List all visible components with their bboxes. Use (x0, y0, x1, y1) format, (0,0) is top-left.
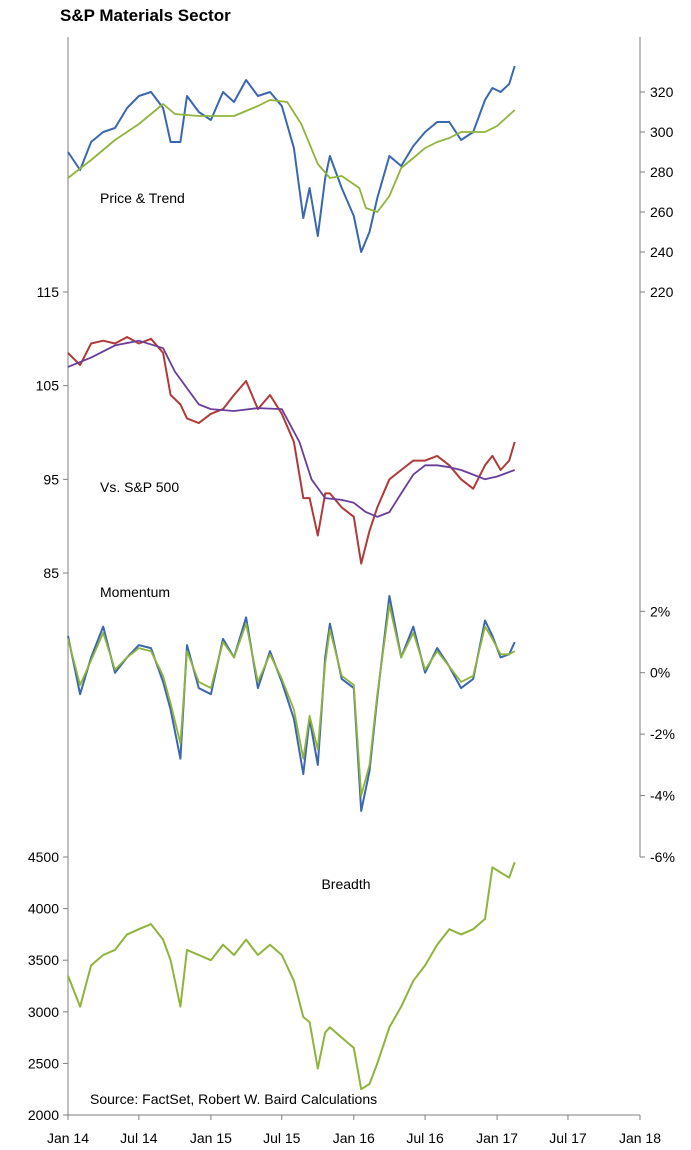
price-y-tick-label: 300 (650, 124, 674, 140)
relative-series-line-2 (67, 339, 516, 518)
momentum-y-tick-label: -2% (650, 726, 675, 742)
relative-y-tick-label: 95 (43, 471, 59, 487)
x-tick-label: Jul 17 (549, 1130, 587, 1146)
breadth-y-tick-label: 4000 (28, 901, 59, 917)
relative-y-tick-label: 115 (37, 284, 60, 300)
momentum-y-tick-label: -6% (650, 849, 675, 865)
price-panel-label: Price & Trend (100, 190, 185, 206)
price-series-line-1 (67, 65, 516, 253)
breadth-y-tick-label: 3000 (28, 1004, 59, 1020)
momentum-y-tick-label: -4% (650, 788, 675, 804)
breadth-panel-label: Breadth (321, 876, 370, 892)
x-tick-label: Jan 17 (476, 1130, 518, 1146)
relative-series-line-1 (67, 336, 516, 565)
relative-y-tick-label: 85 (43, 565, 59, 581)
x-tick-label: Jan 14 (47, 1130, 89, 1146)
relative-y-tick-label: 105 (36, 378, 60, 394)
source-note: Source: FactSet, Robert W. Baird Calcula… (90, 1091, 377, 1107)
momentum-series-line-2 (67, 604, 516, 797)
x-tick-label: Jan 16 (333, 1130, 375, 1146)
x-tick-label: Jan 18 (619, 1130, 661, 1146)
breadth-y-tick-label: 2000 (28, 1107, 59, 1123)
x-tick-label: Jul 14 (120, 1130, 158, 1146)
price-y-tick-label: 220 (650, 284, 674, 300)
x-tick-label: Jul 15 (263, 1130, 301, 1146)
momentum-panel-label: Momentum (100, 584, 170, 600)
price-y-tick-label: 320 (650, 84, 674, 100)
price-y-tick-label: 260 (650, 204, 674, 220)
price-series-line-2 (67, 99, 516, 213)
breadth-y-tick-label: 2500 (28, 1055, 59, 1071)
breadth-y-tick-label: 3500 (28, 952, 59, 968)
relative-panel-label: Vs. S&P 500 (100, 479, 179, 495)
breadth-series-line-1 (67, 861, 516, 1091)
price-y-tick-label: 280 (650, 164, 674, 180)
x-tick-label: Jan 15 (190, 1130, 232, 1146)
price-y-tick-label: 240 (650, 244, 674, 260)
momentum-y-tick-label: 0% (650, 665, 670, 681)
breadth-y-tick-label: 4500 (28, 849, 59, 865)
x-tick-label: Jul 16 (406, 1130, 444, 1146)
momentum-y-tick-label: 2% (650, 603, 670, 619)
chart-title: S&P Materials Sector (60, 6, 231, 25)
